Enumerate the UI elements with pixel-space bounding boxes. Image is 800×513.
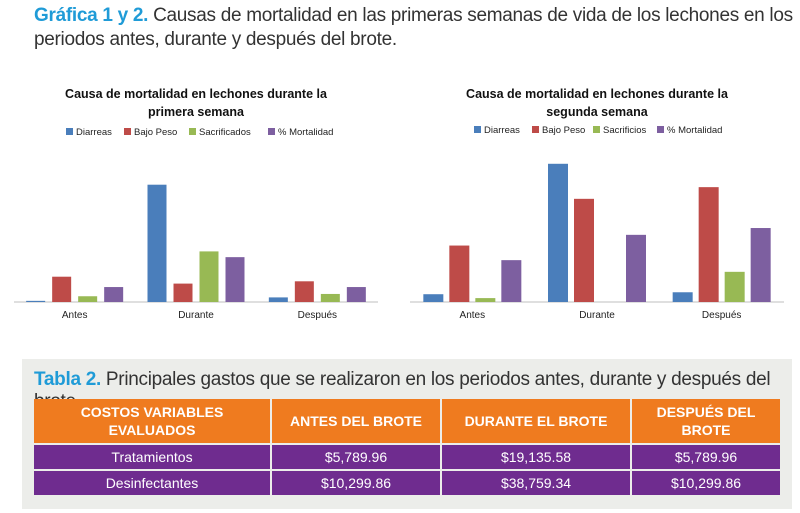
bar bbox=[147, 184, 167, 302]
legend-swatch bbox=[189, 128, 196, 135]
bar bbox=[475, 298, 496, 302]
legend-label: Bajo Peso bbox=[542, 125, 585, 136]
legend-label: % Mortalidad bbox=[667, 125, 722, 136]
x-tick-label: Antes bbox=[460, 310, 486, 321]
bar bbox=[724, 271, 745, 302]
legend-swatch bbox=[124, 128, 131, 135]
table-cell: Tratamientos bbox=[34, 445, 270, 469]
table-caption-lead: Tabla 2. bbox=[34, 369, 101, 390]
chart-svg: Causa de mortalidad en lechones durante … bbox=[410, 87, 784, 321]
bar bbox=[78, 296, 98, 302]
bar bbox=[268, 297, 288, 302]
legend-label: Sacrificados bbox=[199, 127, 251, 138]
bar bbox=[173, 283, 193, 302]
bar bbox=[626, 234, 646, 302]
legend-swatch bbox=[66, 128, 73, 135]
bar bbox=[104, 287, 124, 302]
table-cell: $10,299.86 bbox=[632, 471, 780, 495]
table-row: Tratamientos $5,789.96 $19,135.58 $5,789… bbox=[34, 445, 780, 469]
bar bbox=[423, 294, 444, 302]
table-cell: $38,759.34 bbox=[442, 471, 630, 495]
legend-label: Bajo Peso bbox=[134, 127, 177, 138]
bar bbox=[199, 251, 219, 302]
bar bbox=[548, 163, 568, 302]
legend-swatch bbox=[474, 126, 481, 133]
bar bbox=[320, 293, 340, 302]
bar bbox=[449, 245, 470, 302]
legend-swatch bbox=[532, 126, 539, 133]
legend-label: Sacrificios bbox=[603, 125, 647, 136]
table-cell: $5,789.96 bbox=[632, 445, 780, 469]
table-cell: Desinfectantes bbox=[34, 471, 270, 495]
chart-title: segunda semana bbox=[546, 105, 648, 119]
x-tick-label: Después bbox=[702, 310, 741, 321]
legend-label: Diarreas bbox=[76, 127, 112, 138]
bar bbox=[225, 257, 245, 302]
legend-swatch bbox=[593, 126, 600, 133]
figure-caption-text: Causas de mortalidad en las primeras sem… bbox=[34, 5, 793, 50]
legend-swatch bbox=[657, 126, 664, 133]
header-despues: DESPUÉS DEL BROTE bbox=[632, 399, 780, 443]
chart-title: Causa de mortalidad en lechones durante … bbox=[466, 87, 729, 101]
table-cell: $10,299.86 bbox=[272, 471, 440, 495]
x-tick-label: Después bbox=[298, 310, 337, 321]
table-panel: Tabla 2. Principales gastos que se reali… bbox=[22, 359, 792, 509]
chart-first-week: Causa de mortalidad en lechones durante … bbox=[6, 76, 386, 324]
x-tick-label: Durante bbox=[178, 310, 214, 321]
costs-table: COSTOS VARIABLES EVALUADOS ANTES DEL BRO… bbox=[32, 397, 782, 497]
x-tick-label: Durante bbox=[579, 310, 615, 321]
chart-title: primera semana bbox=[148, 105, 245, 119]
bar bbox=[672, 292, 693, 302]
bar bbox=[501, 260, 522, 302]
bar bbox=[346, 287, 366, 302]
header-costos: COSTOS VARIABLES EVALUADOS bbox=[34, 399, 270, 443]
bar bbox=[574, 198, 594, 302]
chart-title: Causa de mortalidad en lechones durante … bbox=[65, 87, 328, 101]
table-cell: $19,135.58 bbox=[442, 445, 630, 469]
table-header-row: COSTOS VARIABLES EVALUADOS ANTES DEL BRO… bbox=[34, 399, 780, 443]
table-cell: $5,789.96 bbox=[272, 445, 440, 469]
chart-svg: Causa de mortalidad en lechones durante … bbox=[14, 87, 378, 321]
legend-label: Diarreas bbox=[484, 125, 520, 136]
table-row: Desinfectantes $10,299.86 $38,759.34 $10… bbox=[34, 471, 780, 495]
legend-label: % Mortalidad bbox=[278, 127, 333, 138]
legend-swatch bbox=[268, 128, 275, 135]
figure-caption-lead: Gráfica 1 y 2. bbox=[34, 5, 149, 26]
figure-caption: Gráfica 1 y 2. Causas de mortalidad en l… bbox=[34, 4, 794, 52]
header-durante: DURANTE EL BROTE bbox=[442, 399, 630, 443]
bar bbox=[294, 281, 314, 302]
bar bbox=[698, 187, 719, 302]
bar bbox=[26, 300, 46, 302]
bar bbox=[750, 228, 771, 302]
x-tick-label: Antes bbox=[62, 310, 88, 321]
bar bbox=[52, 276, 72, 302]
chart-second-week: Causa de mortalidad en lechones durante … bbox=[402, 76, 792, 324]
header-antes: ANTES DEL BROTE bbox=[272, 399, 440, 443]
